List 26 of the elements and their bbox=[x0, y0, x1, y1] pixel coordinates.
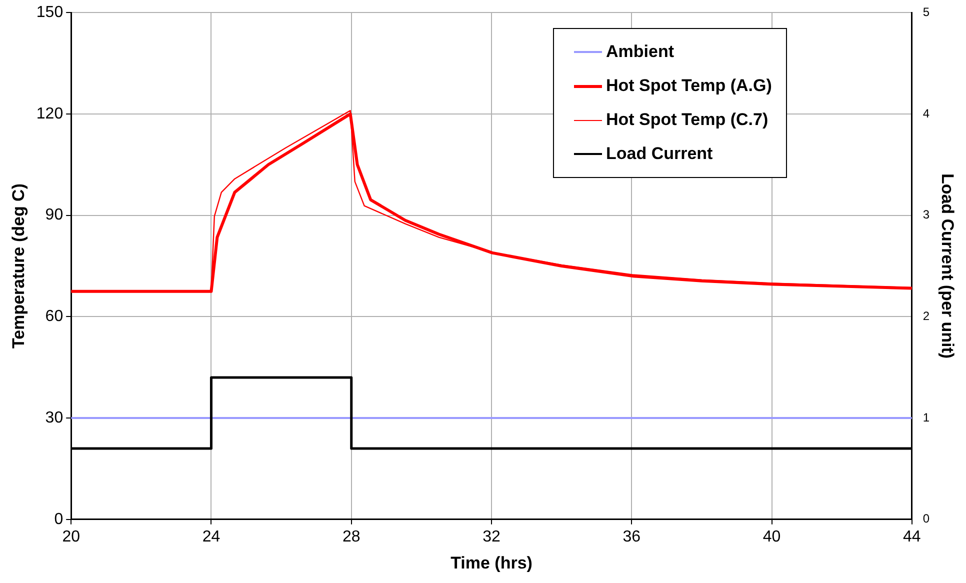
y2-tick-label: 4 bbox=[922, 106, 930, 120]
y-tick-label: 0 bbox=[54, 510, 64, 528]
x-tick-label: 32 bbox=[482, 528, 501, 546]
y2-tick-label: 0 bbox=[922, 512, 930, 526]
legend-label: Hot Spot Temp (C.7) bbox=[606, 110, 768, 130]
y2-axis-title: Load Current (per unit) bbox=[938, 173, 958, 359]
x-axis-title: Time (hrs) bbox=[450, 553, 532, 572]
legend-label: Ambient bbox=[606, 42, 674, 62]
x-tick-label: 44 bbox=[903, 528, 921, 546]
x-tick-label: 20 bbox=[62, 528, 80, 546]
y-tick-label: 90 bbox=[45, 206, 64, 224]
y-tick-label: 150 bbox=[36, 4, 64, 22]
y2-tick-label: 5 bbox=[922, 4, 930, 19]
legend-label: Hot Spot Temp (A.G) bbox=[606, 76, 772, 96]
y2-tick-label: 2 bbox=[922, 308, 930, 323]
x-tick-label: 28 bbox=[342, 528, 360, 546]
x-tick-label: 40 bbox=[762, 528, 781, 546]
y-axis-title: Temperature (deg C) bbox=[8, 184, 28, 348]
y2-tick-label: 1 bbox=[922, 410, 930, 424]
y2-tick-label: 3 bbox=[922, 208, 930, 222]
x-tick-label: 36 bbox=[622, 528, 641, 546]
legend-label: Load Current bbox=[606, 144, 713, 164]
y-tick-label: 30 bbox=[45, 409, 64, 426]
y-tick-label: 60 bbox=[45, 308, 64, 326]
x-tick-label: 24 bbox=[202, 528, 220, 546]
y-tick-label: 120 bbox=[36, 105, 64, 122]
